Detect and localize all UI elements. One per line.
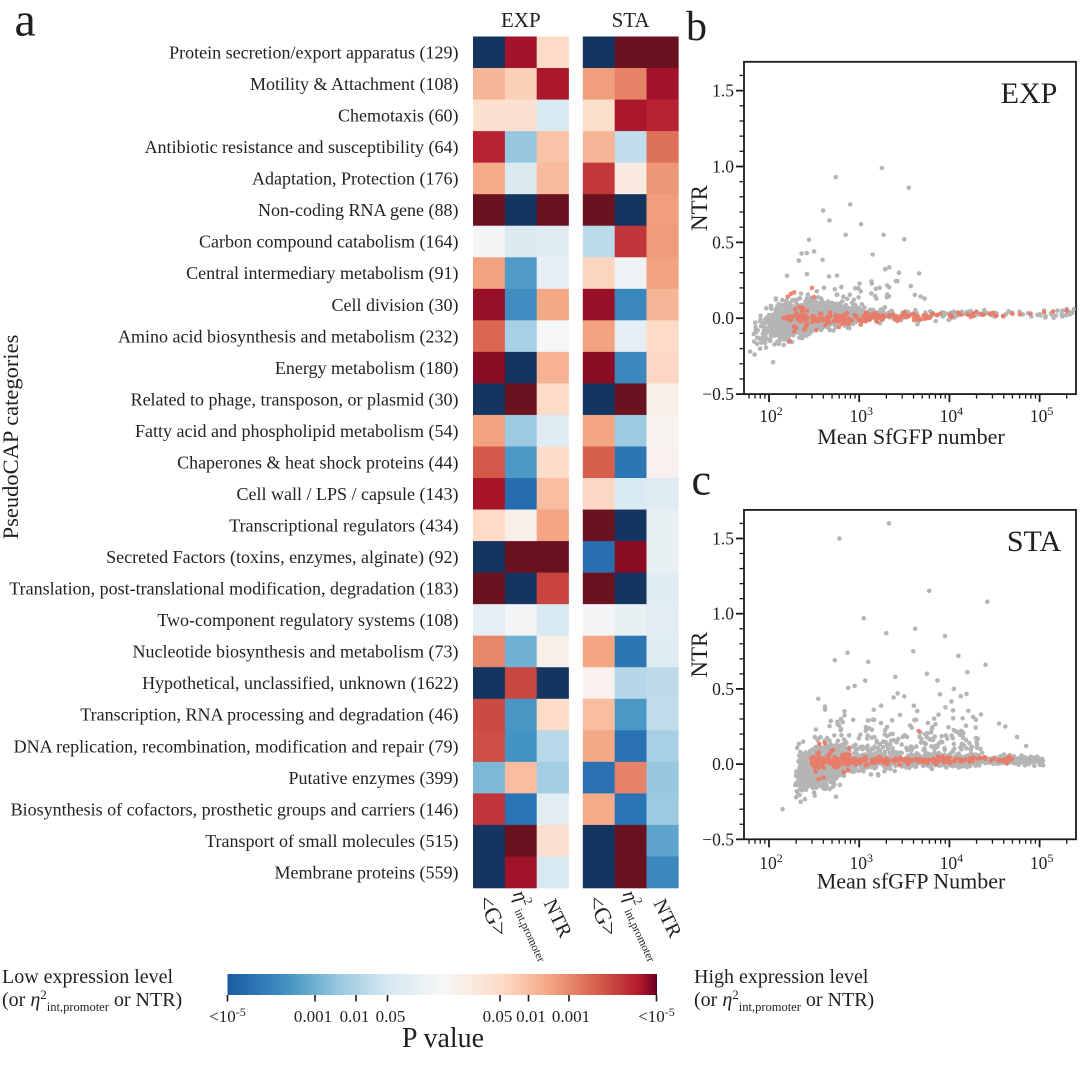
svg-text:Low expression level: Low expression level xyxy=(2,966,174,988)
svg-text:0.01: 0.01 xyxy=(516,1007,546,1026)
svg-text:DNA replication, recombination: DNA replication, recombination, modifica… xyxy=(14,736,459,757)
svg-text:Two-component regulatory syste: Two-component regulatory systems (108) xyxy=(157,610,458,631)
svg-text:NTR: NTR xyxy=(687,631,712,678)
svg-text:Energy metabolism (180): Energy metabolism (180) xyxy=(275,358,459,379)
svg-text:0.5: 0.5 xyxy=(712,232,734,252)
svg-text:High expression level: High expression level xyxy=(694,966,869,988)
svg-text:0.01: 0.01 xyxy=(340,1007,370,1026)
svg-text:EXP: EXP xyxy=(501,8,541,32)
svg-text:Transcriptional regulators (43: Transcriptional regulators (434) xyxy=(229,516,458,537)
svg-text:Hypothetical, unclassified, un: Hypothetical, unclassified, unknown (162… xyxy=(142,673,458,694)
svg-text:STA: STA xyxy=(1007,525,1062,558)
svg-text:−0.5: −0.5 xyxy=(702,829,734,849)
svg-text:Nucleotide biosynthesis and me: Nucleotide biosynthesis and metabolism (… xyxy=(133,642,459,663)
svg-text:STA: STA xyxy=(612,8,651,32)
svg-text:0.0: 0.0 xyxy=(712,754,734,774)
svg-text:Chemotaxis (60): Chemotaxis (60) xyxy=(338,106,458,127)
svg-text:Putative enzymes (399): Putative enzymes (399) xyxy=(289,768,459,789)
svg-text:Cell wall / LPS / capsule (143: Cell wall / LPS / capsule (143) xyxy=(237,484,459,505)
svg-text:Adaptation, Protection (176): Adaptation, Protection (176) xyxy=(252,169,458,190)
svg-text:0.5: 0.5 xyxy=(712,679,734,699)
svg-text:Protein secretion/export appar: Protein secretion/export apparatus (129) xyxy=(169,43,458,64)
svg-text:Amino acid biosynthesis and me: Amino acid biosynthesis and metabolism (… xyxy=(118,326,458,347)
svg-text:Membrane proteins (559): Membrane proteins (559) xyxy=(275,862,459,883)
svg-text:NTR: NTR xyxy=(687,184,712,231)
svg-text:1.5: 1.5 xyxy=(712,81,734,101)
svg-text:PseudoCAP categories: PseudoCAP categories xyxy=(0,335,23,540)
svg-text:Related to phage, transposon,: Related to phage, transposon, or plasmid… xyxy=(131,389,459,410)
svg-text:Central intermediary metabolis: Central intermediary metabolism (91) xyxy=(186,263,458,284)
svg-text:b: b xyxy=(686,4,707,50)
svg-text:1.5: 1.5 xyxy=(712,529,734,549)
svg-text:0.0: 0.0 xyxy=(712,308,734,328)
svg-text:Antibiotic resistance and susc: Antibiotic resistance and susceptibility… xyxy=(145,137,459,158)
svg-text:Secreted Factors (toxins, enzy: Secreted Factors (toxins, enzymes, algin… xyxy=(106,547,458,568)
svg-text:EXP: EXP xyxy=(1001,77,1058,110)
svg-text:−0.5: −0.5 xyxy=(702,384,734,404)
svg-text:0.05: 0.05 xyxy=(483,1007,513,1026)
svg-text:Transport of small molecules (: Transport of small molecules (515) xyxy=(205,831,458,852)
svg-text:1.0: 1.0 xyxy=(712,157,734,177)
svg-text:Translation, post-translationa: Translation, post-translational modifica… xyxy=(9,579,458,600)
svg-text:Fatty acid and phospholipid me: Fatty acid and phospholipid metabolism (… xyxy=(135,421,458,442)
svg-text:Chaperones & heat shock protei: Chaperones & heat shock proteins (44) xyxy=(177,452,458,473)
svg-text:Carbon compound catabolism (16: Carbon compound catabolism (164) xyxy=(199,232,458,253)
svg-text:0.001: 0.001 xyxy=(552,1007,590,1026)
svg-text:0.05: 0.05 xyxy=(376,1007,406,1026)
svg-text:0.001: 0.001 xyxy=(294,1007,332,1026)
svg-text:Non-coding RNA gene (88): Non-coding RNA gene (88) xyxy=(258,200,458,221)
svg-text:Mean SfGFP number: Mean SfGFP number xyxy=(817,424,1005,449)
svg-text:Transcription, RNA processing: Transcription, RNA processing and degrad… xyxy=(80,705,458,726)
svg-text:c: c xyxy=(692,456,712,505)
svg-text:P value: P value xyxy=(402,1023,484,1054)
svg-text:Cell division (30): Cell division (30) xyxy=(332,295,459,316)
svg-text:a: a xyxy=(15,0,36,47)
svg-text:Motility & Attachment (108): Motility & Attachment (108) xyxy=(250,74,458,95)
svg-text:Mean sfGFP Number: Mean sfGFP Number xyxy=(817,869,1006,894)
svg-text:1.0: 1.0 xyxy=(712,604,734,624)
svg-text:Biosynthesis of cofactors, pro: Biosynthesis of cofactors, prosthetic gr… xyxy=(11,799,459,820)
